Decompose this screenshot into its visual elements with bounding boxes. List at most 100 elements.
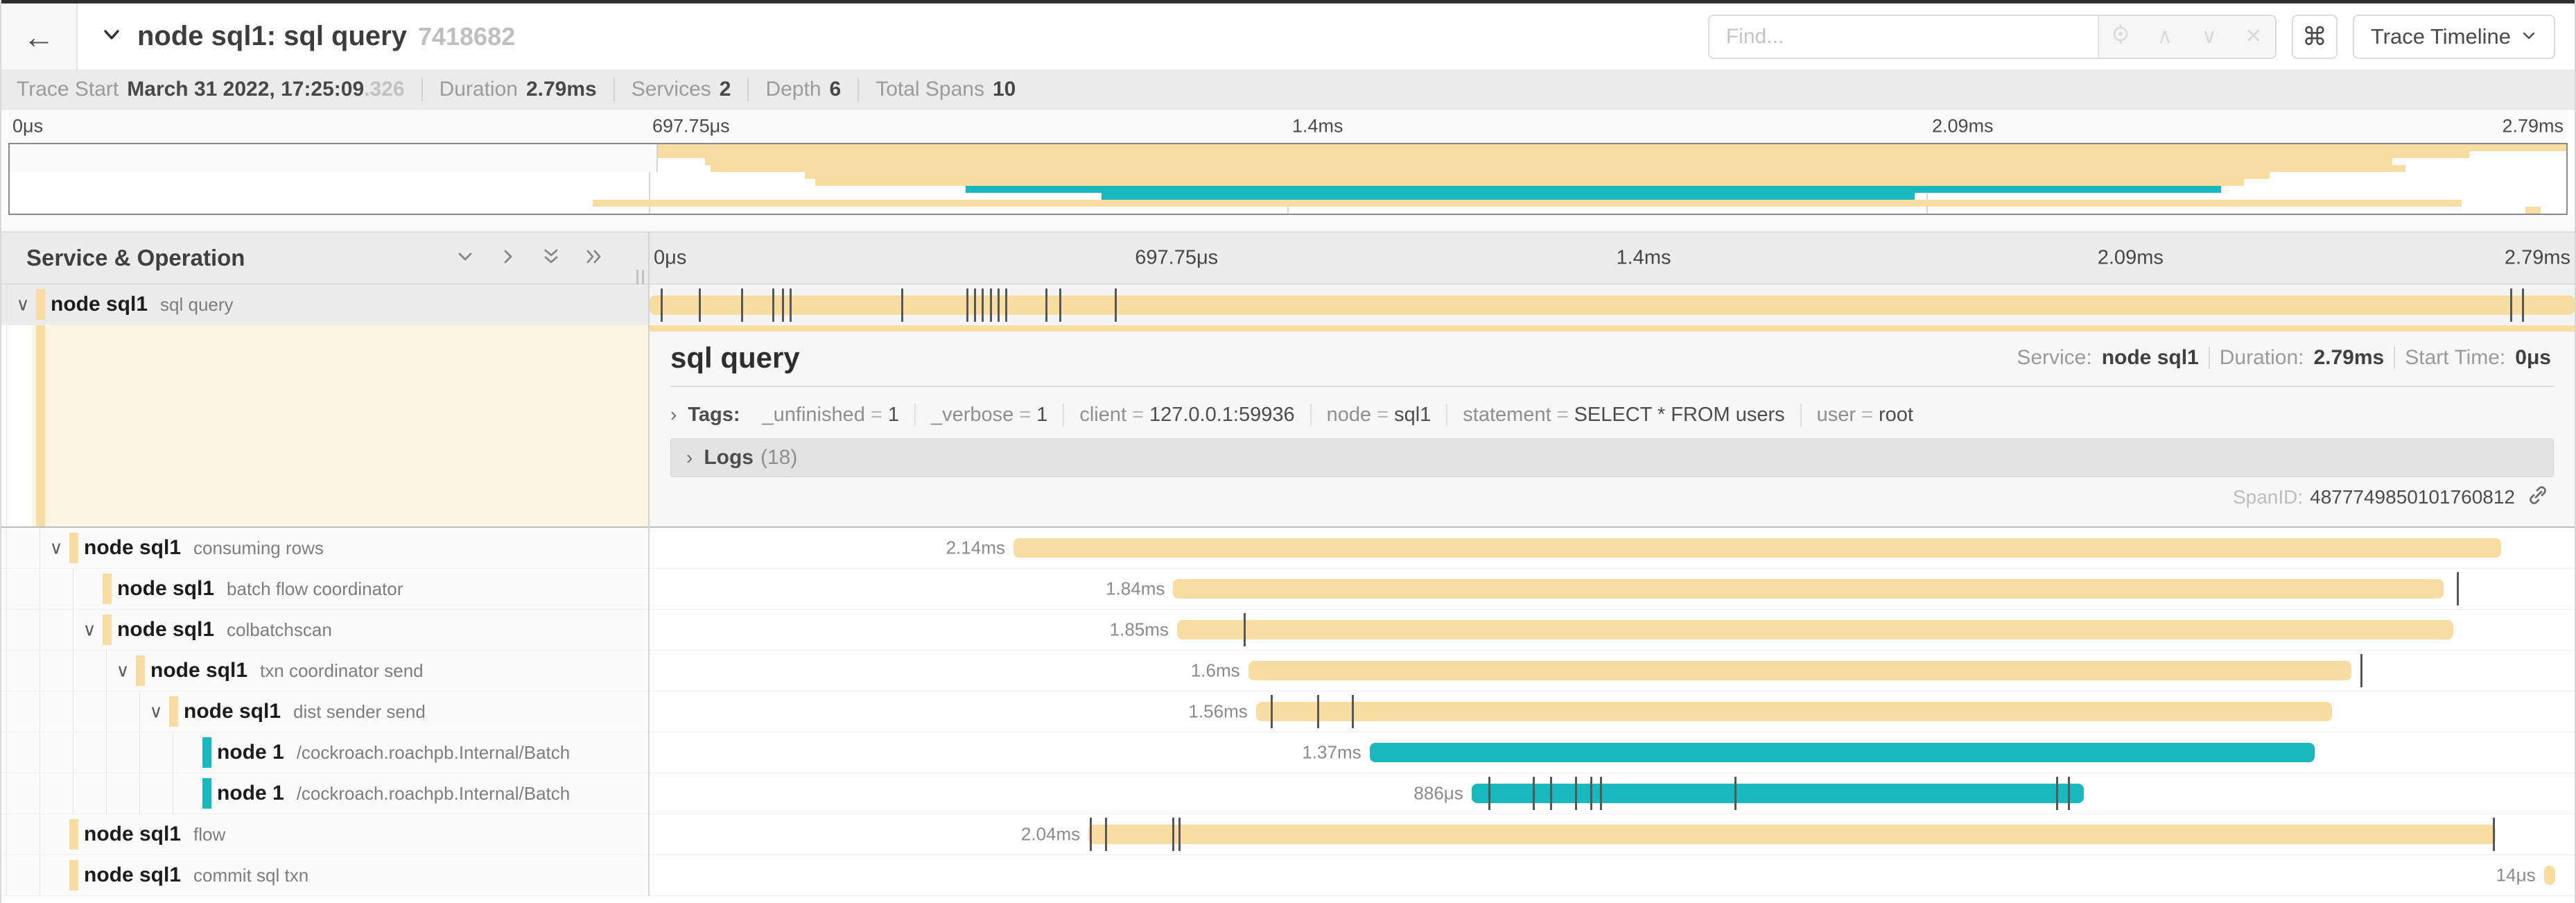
log-marker[interactable]: [1244, 613, 1246, 646]
log-marker[interactable]: [1178, 818, 1181, 851]
span-bar[interactable]: [1013, 538, 2502, 558]
timeline-row[interactable]: 2.14ms: [650, 528, 2575, 569]
log-marker[interactable]: [2456, 572, 2459, 605]
log-marker[interactable]: [1004, 288, 1007, 322]
log-marker[interactable]: [1549, 777, 1552, 810]
minimap-left-scrubber[interactable]: [10, 144, 658, 172]
summary-item: Trace Start March 31 2022, 17:25:09.326: [17, 77, 405, 101]
log-marker[interactable]: [997, 288, 1000, 322]
minimap-span: [804, 172, 2270, 179]
span-bar[interactable]: [1369, 743, 2315, 762]
timeline-row[interactable]: 1.37ms: [650, 732, 2575, 773]
command-icon: ⌘: [2301, 22, 2327, 51]
timeline-row[interactable]: 1.85ms: [650, 610, 2575, 651]
collapse-chevron-down-icon[interactable]: [100, 23, 123, 50]
minimap-canvas[interactable]: [8, 143, 2568, 215]
minimap-right-scrubber[interactable]: [10, 172, 14, 200]
panel-resize-handle[interactable]: [636, 270, 644, 288]
tree-row[interactable]: node 1/cockroach.roachpb.Internal/Batch: [1, 773, 648, 814]
match-target-icon[interactable]: [2109, 23, 2132, 51]
tree-row[interactable]: ∨ node sql1 txn coordinator send: [1, 651, 648, 691]
chevron-down-icon[interactable]: ∨: [49, 537, 63, 558]
log-marker[interactable]: [1172, 818, 1175, 851]
span-bar[interactable]: [1176, 620, 2454, 639]
log-marker[interactable]: [789, 288, 792, 322]
log-marker[interactable]: [2055, 777, 2058, 810]
timeline-row[interactable]: 1.84ms: [650, 569, 2575, 610]
axis-tick-label: 0μs: [12, 115, 44, 137]
log-marker[interactable]: [1574, 777, 1577, 810]
span-bar[interactable]: [1173, 579, 2444, 599]
log-marker[interactable]: [1488, 777, 1490, 810]
span-bar[interactable]: [1255, 702, 2333, 721]
log-marker[interactable]: [1316, 695, 1319, 728]
tree-row[interactable]: node 1/cockroach.roachpb.Internal/Batch: [1, 732, 648, 773]
tree-row[interactable]: node sql1 batch flow coordinator: [1, 569, 648, 610]
log-marker[interactable]: [2360, 654, 2362, 687]
log-marker[interactable]: [989, 288, 992, 322]
log-marker[interactable]: [1045, 288, 1048, 322]
span-bar[interactable]: [650, 295, 2575, 315]
log-marker[interactable]: [1059, 288, 1061, 322]
log-marker[interactable]: [772, 288, 774, 322]
view-selector-button[interactable]: Trace Timeline: [2352, 14, 2555, 59]
log-marker[interactable]: [1532, 777, 1535, 810]
span-bar[interactable]: [2543, 866, 2556, 885]
log-marker[interactable]: [974, 288, 977, 322]
tree-row[interactable]: node sql1 commit sql txn: [1, 855, 648, 896]
prev-result-icon[interactable]: ∧: [2157, 25, 2173, 48]
tree-row[interactable]: ∨ node sql1 colbatchscan: [1, 610, 648, 651]
expand-one-icon[interactable]: [497, 246, 519, 271]
chevron-down-icon[interactable]: ∨: [82, 619, 96, 640]
timeline-row[interactable]: [650, 284, 2575, 325]
timeline-row[interactable]: 886μs: [650, 773, 2575, 814]
logs-accordion[interactable]: › Logs (18): [670, 438, 2554, 477]
tree-row[interactable]: ∨ node sql1 consuming rows: [1, 528, 648, 569]
log-marker[interactable]: [1115, 288, 1117, 322]
log-marker[interactable]: [1351, 695, 1354, 728]
chevron-down-icon[interactable]: ∨: [149, 700, 163, 722]
timeline-rows: 2.14ms 1.84ms 1.85ms 1.6ms 1.56ms 1.37ms 886μs…: [650, 528, 2575, 896]
log-marker[interactable]: [1734, 777, 1737, 810]
tree-row[interactable]: ∨ node sql1 sql query: [1, 284, 648, 325]
log-marker[interactable]: [900, 288, 903, 322]
log-marker[interactable]: [1105, 818, 1108, 851]
log-marker[interactable]: [2510, 288, 2513, 322]
log-marker[interactable]: [781, 288, 784, 322]
timeline-row[interactable]: 14μs: [650, 855, 2575, 896]
timeline-row[interactable]: 2.04ms: [650, 814, 2575, 855]
log-marker[interactable]: [966, 288, 969, 322]
keyboard-shortcuts-button[interactable]: ⌘: [2291, 14, 2338, 59]
tags-accordion[interactable]: › Tags: _unfinished = 1 _verbose = 1 client = 12…: [670, 397, 2554, 433]
log-marker[interactable]: [1089, 818, 1092, 851]
trace-summary-bar: Trace Start March 31 2022, 17:25:09.326 Du…: [1, 69, 2575, 110]
log-marker[interactable]: [741, 288, 744, 322]
link-icon[interactable]: [2526, 483, 2550, 512]
timeline-row[interactable]: 1.56ms: [650, 691, 2575, 732]
tree-row[interactable]: ∨ node sql1 dist sender send: [1, 691, 648, 732]
chevron-down-icon[interactable]: ∨: [116, 660, 130, 681]
span-bar[interactable]: [1471, 784, 2084, 803]
back-button[interactable]: ←: [1, 3, 78, 69]
span-bar[interactable]: [1248, 661, 2351, 680]
log-marker[interactable]: [982, 288, 984, 322]
chevron-down-icon[interactable]: ∨: [16, 293, 30, 315]
log-marker[interactable]: [2067, 777, 2070, 810]
log-marker[interactable]: [699, 288, 702, 322]
log-marker[interactable]: [1599, 777, 1602, 810]
log-marker[interactable]: [1590, 777, 1592, 810]
log-marker[interactable]: [2522, 288, 2525, 322]
span-bar[interactable]: [1088, 825, 2496, 844]
collapse-all-icon[interactable]: [540, 246, 562, 271]
tree-row[interactable]: node sql1 flow: [1, 814, 648, 855]
log-marker[interactable]: [1270, 695, 1273, 728]
collapse-one-icon[interactable]: [454, 246, 476, 271]
next-result-icon[interactable]: ∨: [2201, 25, 2217, 48]
clear-search-icon[interactable]: ✕: [2245, 25, 2263, 48]
log-marker[interactable]: [2493, 818, 2496, 851]
expand-all-icon[interactable]: [583, 246, 605, 271]
log-marker[interactable]: [660, 288, 663, 322]
timeline-row[interactable]: 1.6ms: [650, 651, 2575, 691]
search-input[interactable]: [1709, 15, 2098, 58]
find-group: ∧ ∨ ✕: [1707, 14, 2277, 59]
